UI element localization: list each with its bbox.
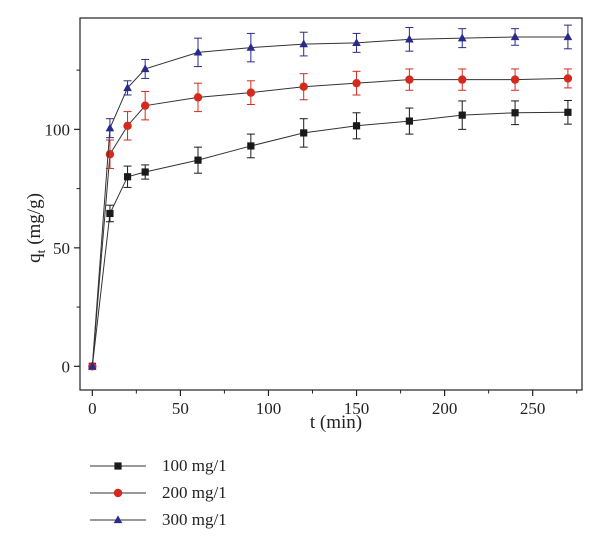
data-point bbox=[247, 142, 255, 150]
data-point bbox=[405, 75, 414, 84]
legend: 100 mg/1 200 mg/1 300 mg/1 bbox=[88, 452, 227, 533]
legend-swatch-200 bbox=[90, 488, 146, 497]
x-tick-label: 0 bbox=[88, 399, 97, 418]
y-axis-title-main: q bbox=[24, 253, 45, 263]
x-tick-label: 250 bbox=[520, 399, 546, 418]
plot-area bbox=[88, 24, 573, 371]
data-point bbox=[510, 75, 520, 84]
legend-item-100: 100 mg/1 bbox=[88, 452, 227, 479]
data-point bbox=[510, 32, 520, 41]
x-axis-title: t (min) bbox=[310, 412, 362, 433]
legend-label-100: 100 mg/1 bbox=[162, 455, 227, 475]
data-point bbox=[106, 209, 114, 218]
axes: 0 50 100 150 200 250 0 50 100 bbox=[45, 17, 583, 418]
data-point bbox=[352, 122, 361, 130]
data-point bbox=[458, 75, 467, 84]
data-point bbox=[140, 64, 150, 73]
x-tick-label: 200 bbox=[432, 399, 458, 418]
data-point bbox=[193, 47, 203, 56]
y-tick-label: 0 bbox=[62, 357, 71, 376]
legend-label-300: 300 mg/1 bbox=[162, 509, 227, 529]
data-point bbox=[352, 78, 361, 88]
data-point bbox=[511, 109, 519, 117]
data-point bbox=[88, 361, 97, 370]
y-tick-label: 100 bbox=[45, 120, 71, 139]
y-tick-label: 50 bbox=[53, 239, 70, 258]
x-tick-label: 100 bbox=[256, 399, 282, 418]
data-point bbox=[246, 42, 256, 51]
y-axis-title-unit: (mg/g) bbox=[24, 193, 45, 245]
data-point bbox=[352, 38, 361, 47]
series-1 bbox=[88, 99, 572, 370]
data-point bbox=[299, 82, 308, 91]
series-line bbox=[91, 77, 568, 367]
data-point bbox=[563, 74, 573, 83]
series-line bbox=[91, 36, 568, 367]
data-point bbox=[563, 32, 573, 41]
svg-text:qt(mg/g): qt (mg/g) bbox=[24, 193, 48, 263]
legend-marker bbox=[113, 488, 123, 497]
legend-marker bbox=[114, 461, 122, 470]
data-point bbox=[123, 121, 132, 131]
y-axis-title-subscript: t bbox=[33, 249, 48, 253]
data-point bbox=[105, 150, 115, 159]
data-point bbox=[299, 39, 309, 48]
data-point bbox=[194, 156, 202, 164]
data-point bbox=[246, 88, 256, 97]
data-point bbox=[123, 83, 132, 92]
legend-swatch-100 bbox=[90, 461, 146, 470]
legend-item-200: 200 mg/1 bbox=[88, 479, 227, 506]
data-point bbox=[300, 129, 308, 137]
plot-frame bbox=[79, 17, 583, 391]
series-2 bbox=[88, 68, 573, 371]
x-tick-label: 150 bbox=[344, 399, 370, 418]
data-point bbox=[405, 34, 414, 43]
series-line bbox=[91, 111, 568, 367]
legend-swatch-300 bbox=[90, 514, 146, 523]
data-point bbox=[141, 168, 149, 176]
legend-item-300: 300 mg/1 bbox=[88, 506, 227, 533]
legend-marker bbox=[113, 514, 123, 523]
data-point bbox=[458, 111, 466, 119]
data-point bbox=[123, 173, 132, 181]
data-point bbox=[457, 33, 467, 42]
data-point bbox=[105, 123, 115, 132]
x-tick-label: 50 bbox=[172, 399, 189, 418]
series-3 bbox=[88, 24, 573, 370]
data-point bbox=[405, 117, 413, 125]
y-axis-title: qt (mg/g) bbox=[24, 193, 48, 263]
data-point bbox=[140, 101, 150, 110]
legend-label-200: 200 mg/1 bbox=[162, 482, 227, 502]
data-point bbox=[564, 108, 572, 116]
data-point bbox=[193, 93, 203, 102]
